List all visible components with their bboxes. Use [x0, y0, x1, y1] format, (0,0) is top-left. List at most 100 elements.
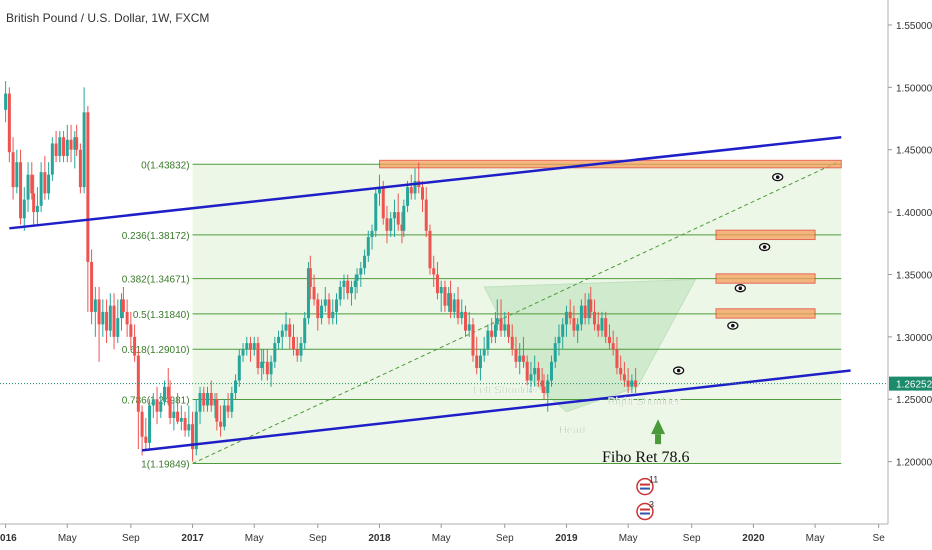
up-arrow-shaft	[655, 434, 662, 445]
candle-body	[510, 336, 514, 350]
candle-body	[521, 355, 525, 362]
candle-body	[634, 380, 638, 387]
candle-body	[213, 399, 217, 406]
candle-body	[50, 143, 54, 175]
up-arrow-icon	[651, 419, 666, 435]
candle-body	[219, 421, 223, 427]
candle-body	[475, 355, 479, 369]
candle-body	[346, 280, 350, 294]
candle-body	[316, 299, 320, 319]
upper-trend-line	[9, 135, 842, 230]
candle-body	[116, 318, 120, 337]
candle-body	[428, 230, 432, 269]
price-tick-label: 1.30000	[896, 333, 932, 344]
candle-body	[514, 349, 518, 362]
candle-body	[295, 349, 299, 356]
candle-body	[22, 199, 26, 219]
candle-body	[363, 255, 367, 269]
candle-body	[331, 311, 335, 319]
candle-body	[168, 396, 172, 418]
candle-body	[619, 368, 623, 375]
pattern-label: Right Shoulder	[608, 396, 681, 408]
candle-body	[280, 330, 284, 337]
candle-body	[471, 324, 475, 356]
candle-body	[482, 349, 486, 356]
candle-body	[187, 424, 191, 431]
event-flag-icon	[636, 502, 654, 521]
candle-body	[179, 417, 183, 422]
candle-body	[389, 218, 393, 231]
candle-body	[69, 139, 73, 150]
candle-body	[467, 324, 471, 331]
candle-body	[583, 305, 587, 319]
candle-body	[159, 401, 163, 412]
candle-body	[284, 324, 288, 331]
candle-body	[589, 299, 593, 312]
candle-body	[125, 311, 129, 325]
candle-body	[101, 311, 105, 325]
candle-body	[121, 299, 125, 312]
candle-body	[587, 299, 591, 319]
candle-body	[11, 152, 15, 188]
candle-body	[381, 187, 385, 219]
candle-body	[260, 361, 264, 369]
candle-body	[626, 380, 630, 387]
candle-body	[155, 399, 159, 412]
candle-body	[374, 193, 378, 231]
time-tick-label: May	[245, 533, 264, 544]
candle-body	[26, 174, 30, 200]
candle-body	[237, 355, 241, 381]
candle-body	[349, 286, 353, 294]
candle-body	[432, 268, 436, 275]
time-tick-label: 2019	[555, 533, 578, 544]
event-flag-icon	[636, 477, 654, 496]
candle-body	[144, 436, 148, 443]
eye-pupil-icon	[738, 286, 743, 291]
candle-body	[222, 405, 226, 427]
candle-body	[540, 380, 544, 387]
candle-body	[576, 324, 580, 331]
price-tick-label: 1.55000	[896, 21, 932, 32]
resistance-zone	[715, 273, 816, 284]
candle-body	[292, 336, 296, 350]
fib-level-label: 0(1.43832)	[141, 160, 189, 171]
candle-body	[572, 318, 576, 331]
candle-body	[611, 343, 615, 350]
candle-body	[607, 336, 611, 344]
candle-body	[299, 343, 303, 356]
time-tick-label: Sep	[496, 533, 514, 544]
time-tick-label: 2017	[181, 533, 204, 544]
candle-body	[148, 405, 152, 443]
fib-level-label: 0.382(1.34671)	[122, 275, 190, 286]
time-tick-label: 2020	[742, 533, 765, 544]
candle-body	[553, 343, 557, 362]
fib-level-label: 0.618(1.29010)	[122, 345, 190, 356]
candle-body	[630, 380, 634, 387]
fibo-annotation: Fibo Ret 78.6	[602, 449, 690, 466]
candle-body	[447, 293, 451, 306]
candle-body	[456, 299, 460, 319]
candle-body	[269, 361, 273, 375]
candle-body	[62, 137, 66, 156]
candle-body	[265, 361, 269, 375]
candle-body	[86, 112, 90, 263]
candle-body	[506, 324, 510, 337]
candle-body	[194, 411, 198, 450]
candle-body	[564, 311, 568, 325]
candle-body	[549, 361, 553, 381]
candle-body	[206, 393, 210, 406]
candle-body	[241, 349, 245, 356]
candle-body	[78, 149, 82, 188]
resistance-zone	[715, 308, 816, 319]
price-tick-label: 1.50000	[896, 83, 932, 94]
candle-body	[525, 361, 529, 381]
eye-pupil-icon	[762, 245, 767, 249]
candle-body	[323, 299, 327, 306]
candle-body	[273, 343, 277, 362]
candle-body	[486, 330, 490, 350]
candle-body	[338, 286, 342, 300]
candle-body	[226, 405, 230, 412]
candle-body	[402, 205, 406, 231]
